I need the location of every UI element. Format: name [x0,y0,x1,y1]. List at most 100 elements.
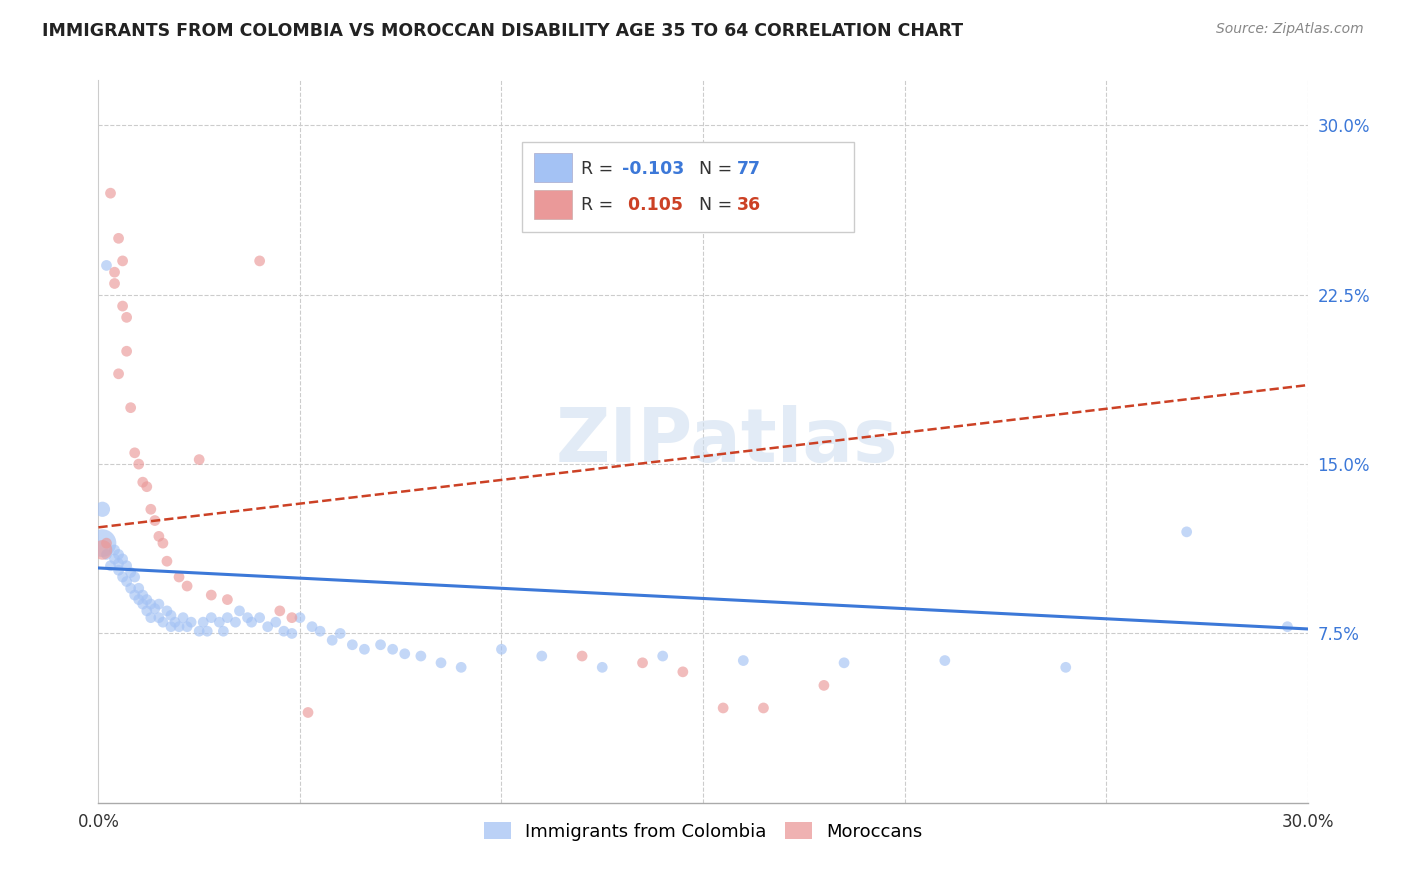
Point [115,344,138,359]
Point [124,588,146,602]
Text: -0.103: -0.103 [621,160,685,178]
Point [115,574,138,589]
Text: N =: N = [689,196,738,214]
Point [711,701,734,715]
Point [180,615,202,630]
Point [381,642,404,657]
Point [631,656,654,670]
Point [135,592,157,607]
Point [107,548,129,562]
Point [450,660,472,674]
Point [934,654,956,668]
Point [342,638,364,652]
Point [96,259,118,273]
Point [160,608,183,623]
Point [491,642,513,657]
Point [651,648,673,663]
Point [96,548,118,562]
Point [240,615,263,630]
Text: ZIPatlas: ZIPatlas [555,405,898,478]
Point [264,615,287,630]
Point [1277,620,1299,634]
Legend: Immigrants from Colombia, Moroccans: Immigrants from Colombia, Moroccans [477,814,929,848]
Point [249,610,271,624]
Point [321,633,343,648]
Point [156,604,179,618]
FancyBboxPatch shape [534,153,572,182]
Text: 77: 77 [737,160,761,178]
Point [107,557,129,571]
Point [309,624,332,639]
Point [1054,660,1077,674]
Point [297,706,319,720]
Point [832,656,855,670]
Point [148,597,170,611]
Point [200,610,222,624]
Point [430,656,453,670]
Point [176,579,198,593]
Point [208,615,231,630]
Text: IMMIGRANTS FROM COLOMBIA VS MOROCCAN DISABILITY AGE 35 TO 64 CORRELATION CHART: IMMIGRANTS FROM COLOMBIA VS MOROCCAN DIS… [42,22,963,40]
Point [409,648,432,663]
Point [115,558,138,573]
Point [188,624,211,639]
Text: R =: R = [581,160,619,178]
Point [217,610,239,624]
Point [530,648,553,663]
Point [115,310,138,325]
Point [120,566,142,580]
Point [193,615,215,630]
Point [100,186,122,201]
Point [111,570,134,584]
Point [200,588,222,602]
Point [107,367,129,381]
Point [188,452,211,467]
Point [107,231,129,245]
Text: Source: ZipAtlas.com: Source: ZipAtlas.com [1216,22,1364,37]
Point [236,610,259,624]
Point [91,542,114,557]
Point [288,610,311,624]
Point [124,570,146,584]
Point [256,620,278,634]
Point [96,536,118,550]
Point [752,701,775,715]
Point [370,638,392,652]
Point [224,615,246,630]
Point [120,401,142,415]
Point [273,624,295,639]
Text: N =: N = [689,160,738,178]
Point [672,665,695,679]
Point [249,253,271,268]
Point [176,620,198,634]
FancyBboxPatch shape [534,190,572,219]
Point [167,620,190,634]
Point [152,536,174,550]
Point [228,604,250,618]
Point [124,446,146,460]
Point [132,597,155,611]
Point [139,502,162,516]
Point [281,626,304,640]
Point [571,648,593,663]
Point [195,624,218,639]
Point [103,277,125,291]
Point [733,654,755,668]
Point [111,552,134,566]
Point [160,620,183,634]
Point [152,615,174,630]
Point [103,552,125,566]
Point [281,610,304,624]
Point [135,480,157,494]
Point [132,475,155,490]
Point [353,642,375,657]
Point [813,678,835,692]
Point [132,588,155,602]
Point [111,253,134,268]
Point [128,457,150,471]
Point [212,624,235,639]
Point [143,514,166,528]
Point [301,620,323,634]
Text: R =: R = [581,196,619,214]
Point [163,615,186,630]
